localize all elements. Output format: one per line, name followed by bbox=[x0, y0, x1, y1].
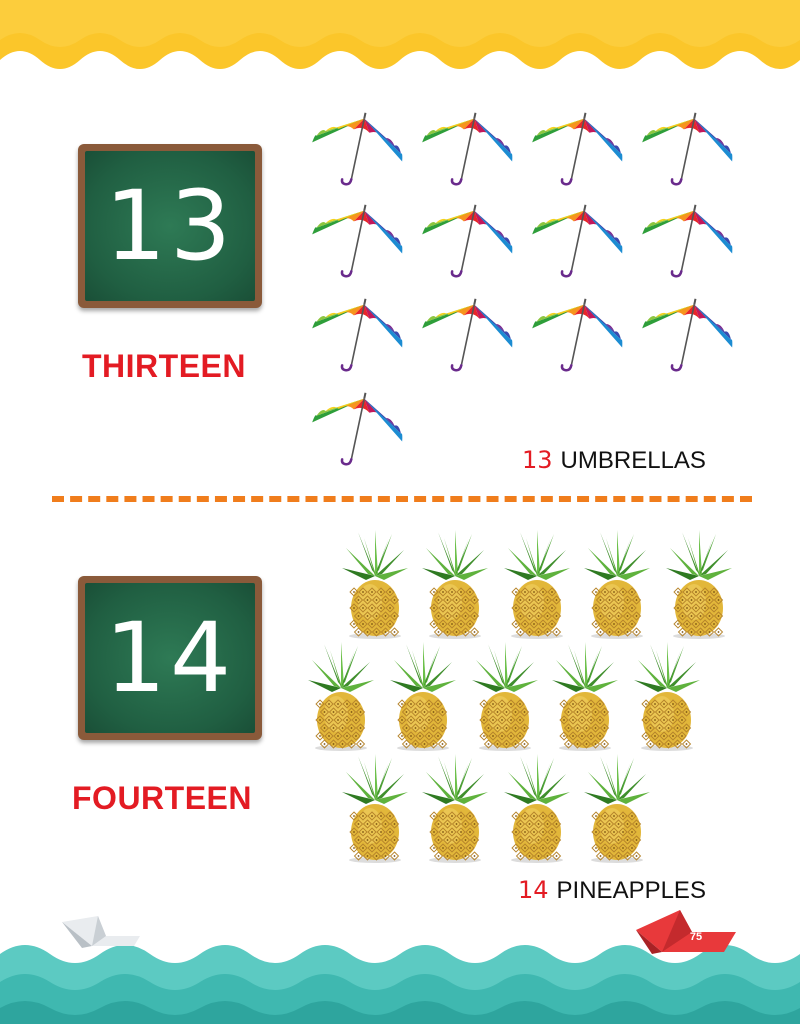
pineapple-icon bbox=[342, 754, 408, 864]
section-divider bbox=[52, 496, 752, 502]
chalkboard-surface: 14 bbox=[85, 583, 255, 733]
red-paper-boat-icon bbox=[636, 910, 736, 954]
caption-number: 13 bbox=[522, 446, 553, 474]
umbrella-icon bbox=[308, 294, 408, 376]
caption-label: PINEAPPLES bbox=[556, 877, 706, 904]
caption-pineapples: 14 PINEAPPLES bbox=[518, 876, 706, 905]
umbrella-icon bbox=[308, 108, 408, 190]
umbrella-icon bbox=[638, 200, 738, 282]
umbrella-icon bbox=[638, 294, 738, 376]
pineapple-icon bbox=[552, 642, 618, 752]
number-word-fourteen: FOURTEEN bbox=[72, 780, 252, 816]
umbrella-icon bbox=[638, 108, 738, 190]
umbrella-icon bbox=[418, 200, 518, 282]
caption-number: 14 bbox=[518, 876, 549, 904]
top-wave-border bbox=[0, 0, 800, 69]
pineapple-icon bbox=[308, 642, 374, 752]
pineapple-icon bbox=[472, 642, 538, 752]
pineapple-icon bbox=[666, 530, 732, 640]
umbrella-icon bbox=[308, 200, 408, 282]
pineapple-icon bbox=[584, 754, 650, 864]
bottom-sea-waves bbox=[0, 945, 800, 1024]
pineapple-icon bbox=[390, 642, 456, 752]
page-number: 75 bbox=[689, 931, 703, 943]
umbrella-icon bbox=[528, 108, 628, 190]
pineapple-icon bbox=[422, 754, 488, 864]
umbrella-icon bbox=[308, 388, 408, 470]
pineapple-icon bbox=[504, 530, 570, 640]
numeral-13: 13 bbox=[104, 170, 236, 282]
umbrella-icon bbox=[528, 294, 628, 376]
chalkboard-14: 14 bbox=[78, 576, 262, 740]
caption-umbrellas: 13 UMBRELLAS bbox=[522, 446, 706, 475]
umbrella-icon bbox=[418, 108, 518, 190]
umbrella-icon bbox=[528, 200, 628, 282]
chalkboard-surface: 13 bbox=[85, 151, 255, 301]
caption-label: UMBRELLAS bbox=[560, 447, 706, 474]
white-paper-boat-icon bbox=[62, 916, 140, 948]
pineapple-icon bbox=[342, 530, 408, 640]
pineapple-icon bbox=[634, 642, 700, 752]
pineapple-icon bbox=[584, 530, 650, 640]
pineapple-icon bbox=[422, 530, 488, 640]
pineapple-icon bbox=[504, 754, 570, 864]
chalkboard-13: 13 bbox=[78, 144, 262, 308]
number-word-thirteen: THIRTEEN bbox=[82, 348, 246, 384]
umbrella-icon bbox=[418, 294, 518, 376]
numeral-14: 14 bbox=[104, 602, 236, 714]
